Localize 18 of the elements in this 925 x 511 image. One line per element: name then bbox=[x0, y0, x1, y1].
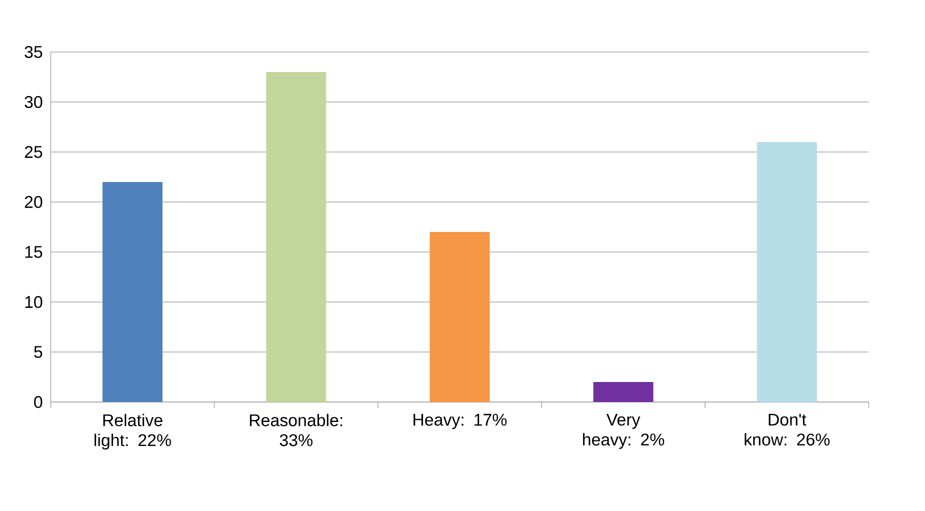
y-tick-label: 10 bbox=[25, 296, 42, 308]
y-tick-label: 15 bbox=[25, 246, 42, 258]
x-tick-label: Very heavy: 2% bbox=[583, 414, 664, 449]
y-tick-label: 5 bbox=[34, 346, 42, 358]
x-tick-label: Reasonable: 33% bbox=[250, 414, 342, 446]
x-tick-label: Don't know: 26% bbox=[744, 414, 830, 446]
bar bbox=[430, 232, 490, 402]
bar bbox=[593, 382, 654, 402]
y-tick-label: 30 bbox=[24, 96, 42, 108]
y-tick-label: 35 bbox=[24, 46, 42, 58]
y-tick-label: 20 bbox=[24, 196, 42, 208]
x-tick-label: Relative light: 22% bbox=[94, 414, 171, 450]
bar bbox=[756, 142, 817, 402]
bar bbox=[266, 72, 326, 402]
bar bbox=[102, 182, 163, 402]
y-tick-label: 0 bbox=[34, 396, 42, 408]
y-tick-label: 25 bbox=[24, 146, 42, 158]
x-tick-label: Heavy: 17% bbox=[414, 414, 507, 430]
